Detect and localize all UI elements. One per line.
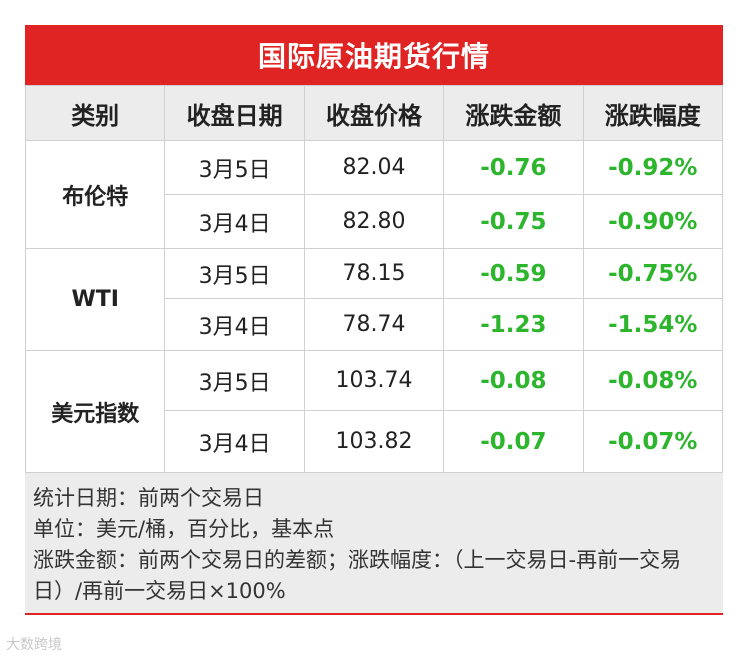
cell: 82.04 [303, 140, 445, 195]
cell: 3月4日 [164, 194, 305, 249]
change-cell: -0.08 [443, 350, 584, 411]
cell: 78.74 [303, 298, 445, 351]
change-cell: -0.75 [443, 194, 584, 249]
change-cell: -0.76 [443, 140, 584, 195]
header-cell: 收盘价格 [303, 85, 445, 141]
change-cell: -1.23 [443, 298, 584, 351]
note-line: 统计日期：前两个交易日 [33, 486, 264, 510]
header-cell: 涨跌金额 [443, 85, 584, 141]
change-cell: -0.75% [582, 248, 724, 299]
change-cell: -0.07 [443, 410, 584, 473]
title: 国际原油期货行情 [25, 25, 723, 85]
header-cell: 收盘日期 [164, 85, 305, 141]
data-row: 布伦特 3月5日 82.04 -0.76 -0.92% [24, 140, 724, 249]
change-cell: -1.54% [582, 298, 724, 351]
group-name: WTI [24, 248, 166, 351]
table-card: 国际原油期货行情 类别 收盘日期 收盘价格 涨跌金额 涨跌幅度 布伦特 3月5日 82.04-… [24, 25, 724, 615]
change-cell: -0.08% [582, 350, 724, 411]
change-cell: -0.92% [582, 140, 724, 195]
change-cell: -0.59 [443, 248, 584, 299]
watermark: 大数跨境 [6, 637, 62, 653]
note-line: 涨跌金额：前两个交易日的差额；涨跌幅度：（上一交易日-再前一交易日）/再前一交易… [33, 548, 682, 603]
group-name: 布伦特 [24, 140, 166, 249]
header-cell: 类别 [24, 85, 166, 141]
cell: 103.74 [303, 350, 445, 411]
cell: 3月4日 [164, 410, 305, 473]
data-table: 类别 收盘日期 收盘价格 涨跌金额 涨跌幅度 布伦特 3月5日 82.04 -0.76 -0.92… [24, 85, 724, 473]
cell: 3月5日 [164, 248, 305, 299]
cell: 3月5日 [164, 140, 305, 195]
notes: 统计日期：前两个交易日单位：美元/桶，百分比，基本点涨跌金额：前两个交易日的差额… [25, 473, 723, 615]
cell: 3月5日 [164, 350, 305, 411]
header-row: 类别 收盘日期 收盘价格 涨跌金额 涨跌幅度 [24, 85, 724, 141]
note-line: 单位：美元/桶，百分比，基本点 [33, 517, 335, 541]
cell: 78.15 [303, 248, 445, 299]
cell: 3月4日 [164, 298, 305, 351]
cell: 103.82 [303, 410, 445, 473]
header-cell: 涨跌幅度 [582, 85, 724, 141]
data-row: WTI 3月5日 78.15 -0.59 -0.75% [24, 248, 724, 351]
cell: 82.80 [303, 194, 445, 249]
change-cell: -0.07% [582, 410, 724, 473]
change-cell: -0.90% [582, 194, 724, 249]
group-name: 美元指数 [24, 350, 166, 473]
data-row: 3月4日 103.82 -0.07 -0.07% [26, 410, 724, 473]
data-row: 美元指数 3月5日 103.74 -0.08 -0.08% [24, 350, 724, 473]
